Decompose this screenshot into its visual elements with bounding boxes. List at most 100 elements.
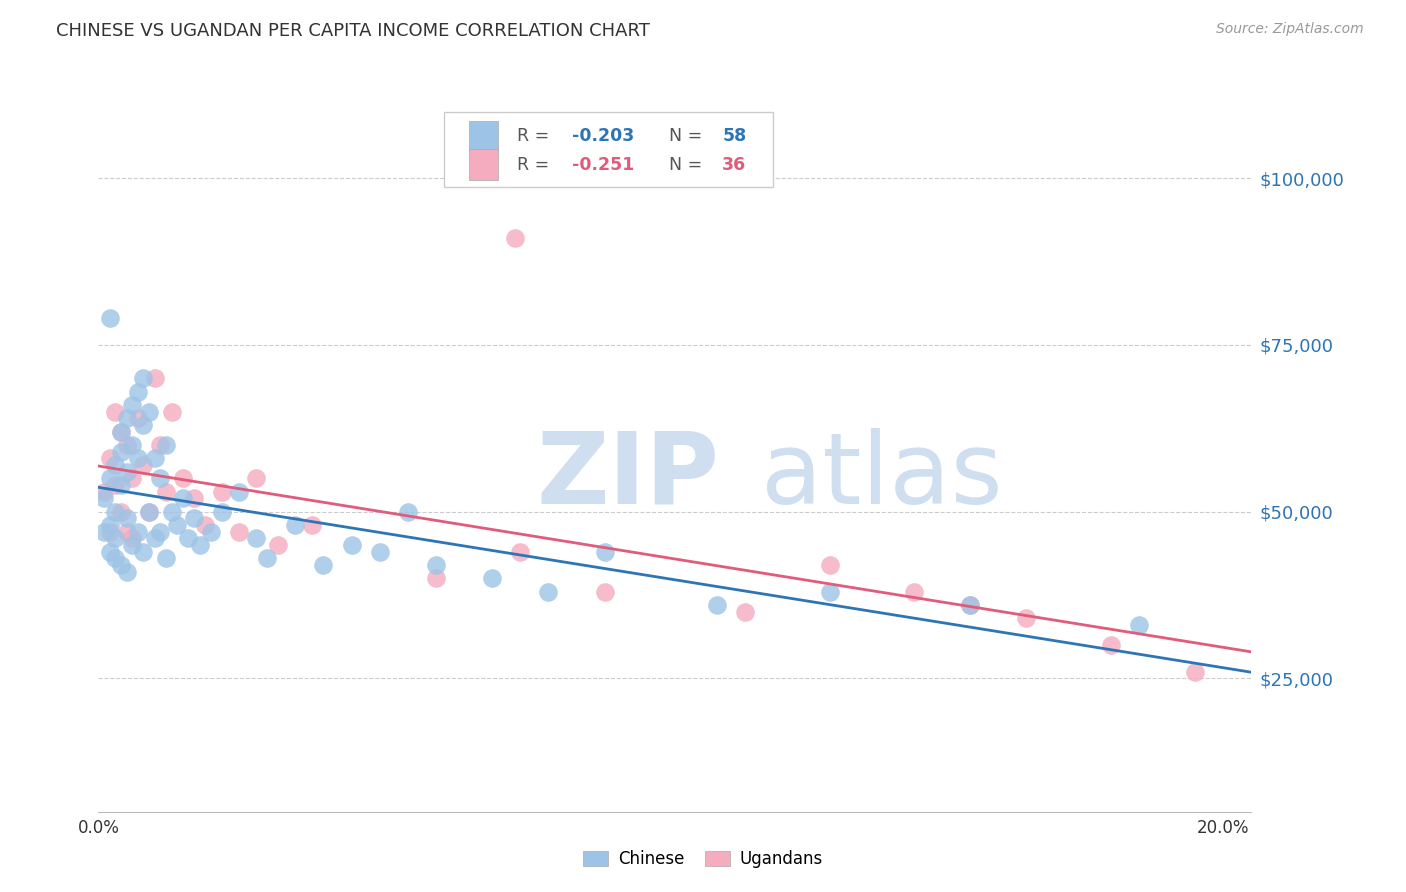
Point (160, 404, 183, 418)
Point (104, 458, 127, 472)
Point (818, 584, 841, 599)
Point (734, 605, 756, 619)
Point (172, 491, 194, 506)
Text: -0.251: -0.251 (572, 156, 634, 174)
Point (1184, 665, 1206, 679)
Point (121, 538, 143, 552)
Point (183, 491, 205, 506)
Point (425, 571, 447, 585)
Point (110, 558, 132, 572)
Point (98, 471, 121, 485)
Point (155, 484, 177, 499)
Point (959, 598, 981, 612)
Point (368, 544, 391, 558)
Point (149, 471, 172, 485)
Point (155, 551, 177, 566)
Point (104, 404, 127, 418)
Point (245, 531, 267, 545)
Point (194, 518, 217, 533)
Point (256, 551, 278, 566)
Point (183, 511, 205, 525)
Point (98, 518, 121, 533)
Point (425, 558, 447, 572)
Point (228, 484, 250, 499)
Point (98, 544, 121, 558)
Point (127, 451, 149, 466)
Point (818, 558, 841, 572)
Point (149, 524, 172, 539)
Point (98, 524, 121, 539)
Point (110, 444, 132, 458)
Point (110, 425, 132, 439)
Point (284, 518, 307, 533)
FancyBboxPatch shape (468, 120, 499, 152)
Point (110, 425, 132, 439)
Point (115, 565, 138, 579)
Point (160, 505, 183, 519)
Point (340, 538, 363, 552)
Point (267, 538, 290, 552)
Point (245, 471, 267, 485)
Point (959, 598, 981, 612)
Point (143, 531, 166, 545)
Text: 36: 36 (723, 156, 747, 174)
Legend: Chinese, Ugandans: Chinese, Ugandans (576, 844, 830, 875)
Text: atlas: atlas (762, 428, 1002, 524)
Point (104, 505, 127, 519)
Point (121, 531, 143, 545)
Point (98, 451, 121, 466)
Point (127, 411, 149, 425)
Point (132, 458, 155, 472)
Text: ZIP: ZIP (537, 428, 720, 524)
Point (481, 571, 503, 585)
Point (172, 471, 194, 485)
Point (211, 505, 233, 519)
Point (200, 524, 222, 539)
Point (537, 584, 560, 599)
Point (115, 524, 138, 539)
Point (166, 518, 188, 533)
Point (115, 411, 138, 425)
Point (706, 598, 728, 612)
Point (98, 311, 121, 326)
Point (593, 584, 616, 599)
Point (138, 505, 160, 519)
Point (93, 491, 115, 506)
Point (132, 417, 155, 432)
Text: CHINESE VS UGANDAN PER CAPITA INCOME CORRELATION CHART: CHINESE VS UGANDAN PER CAPITA INCOME COR… (56, 22, 650, 40)
Point (143, 451, 166, 466)
FancyBboxPatch shape (444, 112, 773, 187)
Point (127, 524, 149, 539)
Text: -0.203: -0.203 (572, 128, 634, 145)
Point (1128, 618, 1150, 632)
Point (121, 438, 143, 452)
Point (301, 518, 323, 533)
Text: Source: ZipAtlas.com: Source: ZipAtlas.com (1216, 22, 1364, 37)
Point (121, 471, 143, 485)
Text: R =: R = (517, 128, 555, 145)
Point (903, 584, 925, 599)
Point (104, 531, 127, 545)
Point (138, 404, 160, 418)
Point (132, 371, 155, 385)
Point (121, 398, 143, 412)
Point (1099, 638, 1122, 652)
Point (149, 438, 172, 452)
Point (93, 524, 115, 539)
Point (93, 484, 115, 499)
FancyBboxPatch shape (468, 149, 499, 180)
Point (104, 478, 127, 492)
Point (188, 538, 211, 552)
Point (104, 551, 127, 566)
Point (155, 438, 177, 452)
Point (115, 465, 138, 479)
Text: N =: N = (658, 128, 707, 145)
Text: N =: N = (658, 156, 707, 174)
Point (143, 371, 166, 385)
Point (127, 384, 149, 399)
Point (509, 544, 531, 558)
Point (177, 531, 200, 545)
Point (396, 505, 419, 519)
Point (228, 524, 250, 539)
Point (110, 478, 132, 492)
